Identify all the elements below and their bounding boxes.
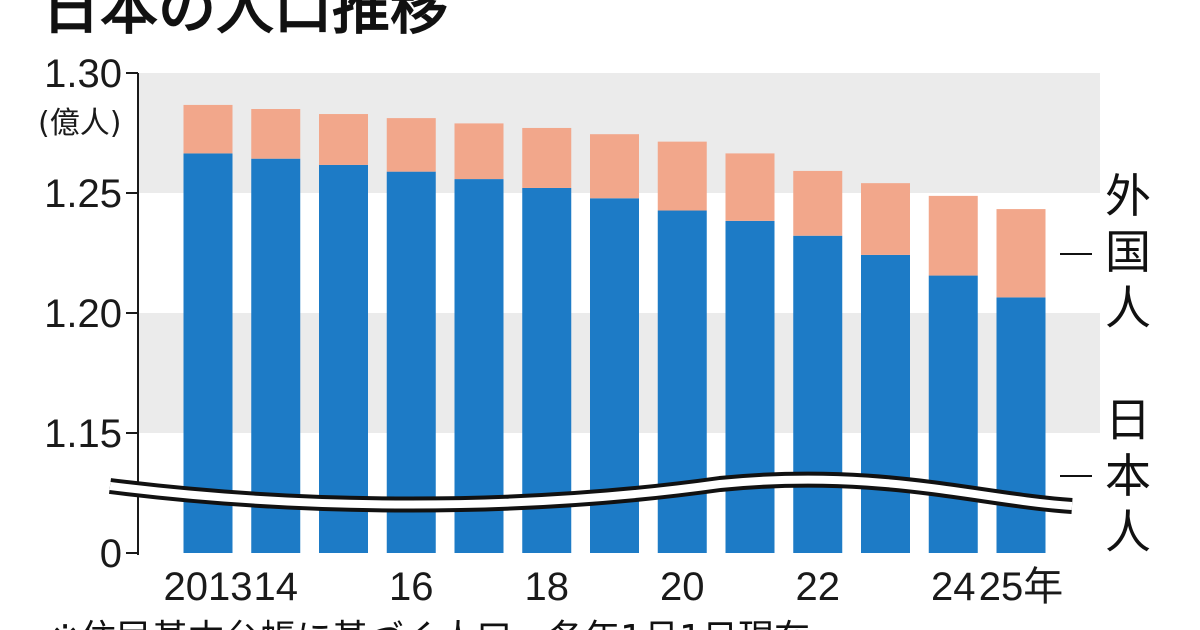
bar-foreign-2013 <box>183 104 233 154</box>
bar-japanese-2013 <box>183 153 233 553</box>
bar-foreign-2015 <box>319 114 368 165</box>
x-tick-label: 18 <box>525 565 570 609</box>
x-tick-labels: 2013 14 16 18 20 22 24 25年 <box>164 565 1064 609</box>
bar-foreign-2024 <box>928 195 978 276</box>
x-tick-label: 14 <box>254 565 299 609</box>
y-tick-label: 1.20 <box>44 292 122 336</box>
x-tick-label: 22 <box>796 565 841 609</box>
y-tick-label: 1.30 <box>44 52 122 96</box>
bar-foreign-2014 <box>251 109 301 159</box>
series-label-foreign: 外 <box>1105 169 1151 223</box>
axis-break-gap <box>109 475 1073 510</box>
bar-foreign-2016 <box>386 118 436 172</box>
series-label-japanese: 本 <box>1105 449 1151 503</box>
bar-japanese-2022 <box>793 235 843 553</box>
bar-foreign-2018 <box>522 127 572 188</box>
y-tick-label: 1.25 <box>44 172 122 216</box>
y-tick-label: 1.15 <box>44 412 122 456</box>
bar-foreign-2023 <box>861 183 910 255</box>
bar-foreign-2019 <box>590 134 639 199</box>
bar-japanese-2025 <box>996 297 1046 553</box>
bar-foreign-2020 <box>657 141 707 211</box>
chart-title: 日本の人口推移 <box>42 0 448 42</box>
axis-break-wave <box>108 471 1073 514</box>
bar-foreign-2017 <box>454 123 504 180</box>
bar-japanese-2023 <box>861 254 910 554</box>
y-tick-label: 0 <box>100 532 122 576</box>
y-unit-label: (億人) <box>38 106 121 141</box>
series-label-foreign: 国 <box>1105 225 1151 279</box>
bar-japanese-2016 <box>386 171 436 553</box>
x-tick-label: 24 <box>931 565 976 609</box>
bar-japanese-2017 <box>454 179 504 553</box>
series-label-japanese: 日 <box>1105 393 1151 447</box>
axes <box>126 72 139 555</box>
x-tick-label: 25年 <box>979 565 1064 609</box>
series-label-foreign: 人 <box>1105 281 1151 335</box>
bar-japanese-2020 <box>657 210 707 553</box>
footnote: ※住民基本台帳に基づく人口、各年1月1日現在 <box>50 618 810 630</box>
x-tick-label: 2013 <box>164 565 253 609</box>
bar-japanese-2024 <box>928 275 978 553</box>
y-tick-labels: 0 1.15 1.20 1.25 1.30 <box>44 52 122 576</box>
bar-foreign-2021 <box>725 153 775 221</box>
x-tick-label: 20 <box>660 565 705 609</box>
bar-foreign-2025 <box>996 209 1046 298</box>
x-tick-label: 16 <box>389 565 434 609</box>
bar-foreign-2022 <box>793 170 843 236</box>
bar-japanese-2021 <box>725 220 775 553</box>
series-label-japanese: 人 <box>1105 505 1151 559</box>
bar-japanese-2014 <box>251 158 301 553</box>
bar-japanese-2015 <box>319 164 368 554</box>
